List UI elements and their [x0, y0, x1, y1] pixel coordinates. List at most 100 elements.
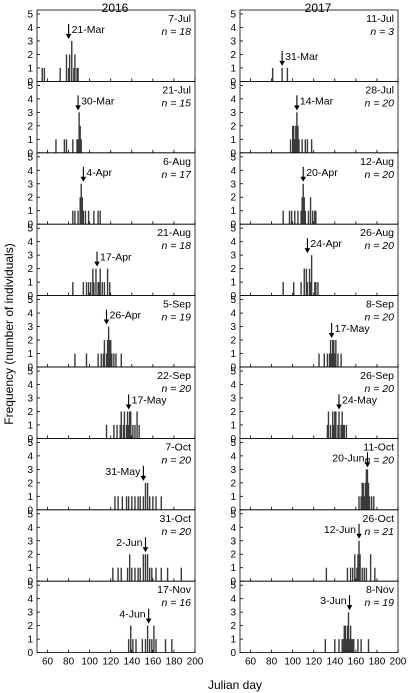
histogram-bar — [368, 496, 371, 510]
y-tick-label: 1 — [230, 206, 236, 217]
histogram-bar — [325, 567, 328, 582]
panel-frame — [239, 580, 399, 654]
y-tick-label: 5 — [230, 509, 236, 520]
histogram-bar — [311, 210, 314, 225]
y-tick-label: 1 — [230, 349, 236, 360]
histogram-bar — [130, 411, 132, 439]
histogram-bar — [343, 625, 345, 653]
histogram-bar — [106, 268, 109, 296]
histogram-bar — [293, 282, 295, 296]
histogram-bar — [352, 639, 354, 653]
column-title-2017: 2017 — [305, 1, 332, 15]
histogram-bar — [138, 424, 140, 439]
median-arrow-head — [328, 333, 335, 339]
histogram-bar — [343, 424, 345, 439]
y-tick-label: 5 — [230, 224, 236, 235]
y-tick-label: 4 — [27, 23, 33, 34]
y-tick-label: 4 — [230, 94, 236, 105]
y-tick-label: 0 — [27, 220, 33, 231]
histogram-bar — [342, 424, 344, 439]
y-axis-label: Frequency (number of individuals) — [2, 243, 16, 424]
y-tick-label: 5 — [230, 367, 236, 378]
histogram-bar — [155, 567, 157, 582]
y-tick-label: 3 — [27, 36, 33, 47]
histogram-bar — [120, 353, 122, 367]
histogram-bar — [326, 353, 329, 367]
histogram-bar — [282, 210, 284, 225]
histogram-bar — [294, 210, 296, 225]
histogram-bar — [373, 496, 375, 510]
y-tick-label: 4 — [230, 237, 236, 248]
y-tick-label: 1 — [27, 420, 33, 431]
sample-date-label: 6-Aug — [163, 156, 191, 168]
histogram-bar — [315, 282, 317, 296]
histogram-bar — [341, 411, 343, 439]
y-tick-label: 3 — [230, 108, 236, 119]
histogram-bar — [110, 340, 112, 367]
panel-frame — [36, 580, 196, 654]
histogram-bar — [80, 139, 82, 153]
histogram-bar — [76, 67, 78, 82]
median-arrow-head — [145, 618, 152, 624]
x-tick-label: 140 — [326, 657, 343, 668]
y-tick-label: 0 — [27, 577, 33, 588]
histogram-bar — [97, 210, 99, 225]
histogram-bar — [155, 639, 157, 653]
histogram-bar — [363, 567, 365, 582]
histogram-bar — [307, 210, 310, 225]
y-tick-label: 5 — [230, 295, 236, 306]
histogram-bar — [160, 496, 162, 510]
histogram-bar — [166, 567, 169, 582]
histogram-bar — [105, 424, 108, 439]
sample-size-label: n = 20 — [365, 240, 395, 252]
sample-date-label: 11-Jul — [366, 13, 394, 25]
y-tick-label: 4 — [27, 94, 33, 105]
sample-date-label: 5-Sep — [163, 299, 191, 311]
y-tick-label: 2 — [27, 621, 33, 632]
y-tick-label: 3 — [230, 608, 236, 619]
histogram-bar — [297, 210, 299, 225]
y-tick-label: 5 — [230, 81, 236, 92]
y-tick-label: 0 — [230, 505, 236, 516]
histogram-bar — [112, 567, 114, 582]
y-tick-label: 1 — [230, 563, 236, 574]
histogram-bar — [298, 139, 300, 153]
y-tick-label: 1 — [27, 63, 33, 74]
y-tick-label: 2 — [230, 264, 236, 275]
histogram-bar — [295, 125, 297, 153]
y-tick-label: 3 — [27, 322, 33, 333]
histogram-bar — [135, 639, 137, 653]
histogram-bar — [77, 139, 79, 153]
median-date-label: 17-May — [335, 323, 371, 335]
histogram-bar — [134, 567, 136, 582]
histogram-bar — [288, 210, 291, 225]
y-tick-label: 0 — [230, 363, 236, 374]
y-tick-label: 3 — [230, 322, 236, 333]
histogram-bar — [328, 353, 331, 367]
median-date-label: 30-Mar — [81, 95, 115, 107]
histogram-bar — [72, 282, 74, 296]
sample-date-label: 7-Oct — [165, 441, 191, 453]
histogram-bar — [111, 353, 113, 367]
histogram-bar — [68, 54, 71, 82]
y-tick-label: 0 — [230, 434, 236, 445]
median-date-label: 14-Mar — [300, 95, 334, 107]
histogram-bar — [84, 210, 87, 225]
histogram-bar — [315, 210, 317, 225]
histogram-bar — [310, 255, 313, 296]
sample-size-label: n = 19 — [162, 312, 192, 324]
y-tick-label: 1 — [27, 563, 33, 574]
histogram-bar — [73, 67, 75, 82]
sample-size-label: n = 21 — [365, 526, 395, 538]
histogram-bar — [363, 496, 365, 510]
x-tick-label: 60 — [245, 657, 257, 668]
histogram-bar — [131, 567, 133, 582]
y-tick-label: 4 — [27, 451, 33, 462]
histogram-bar — [87, 210, 90, 225]
median-date-label: 2-Jun — [116, 537, 142, 549]
